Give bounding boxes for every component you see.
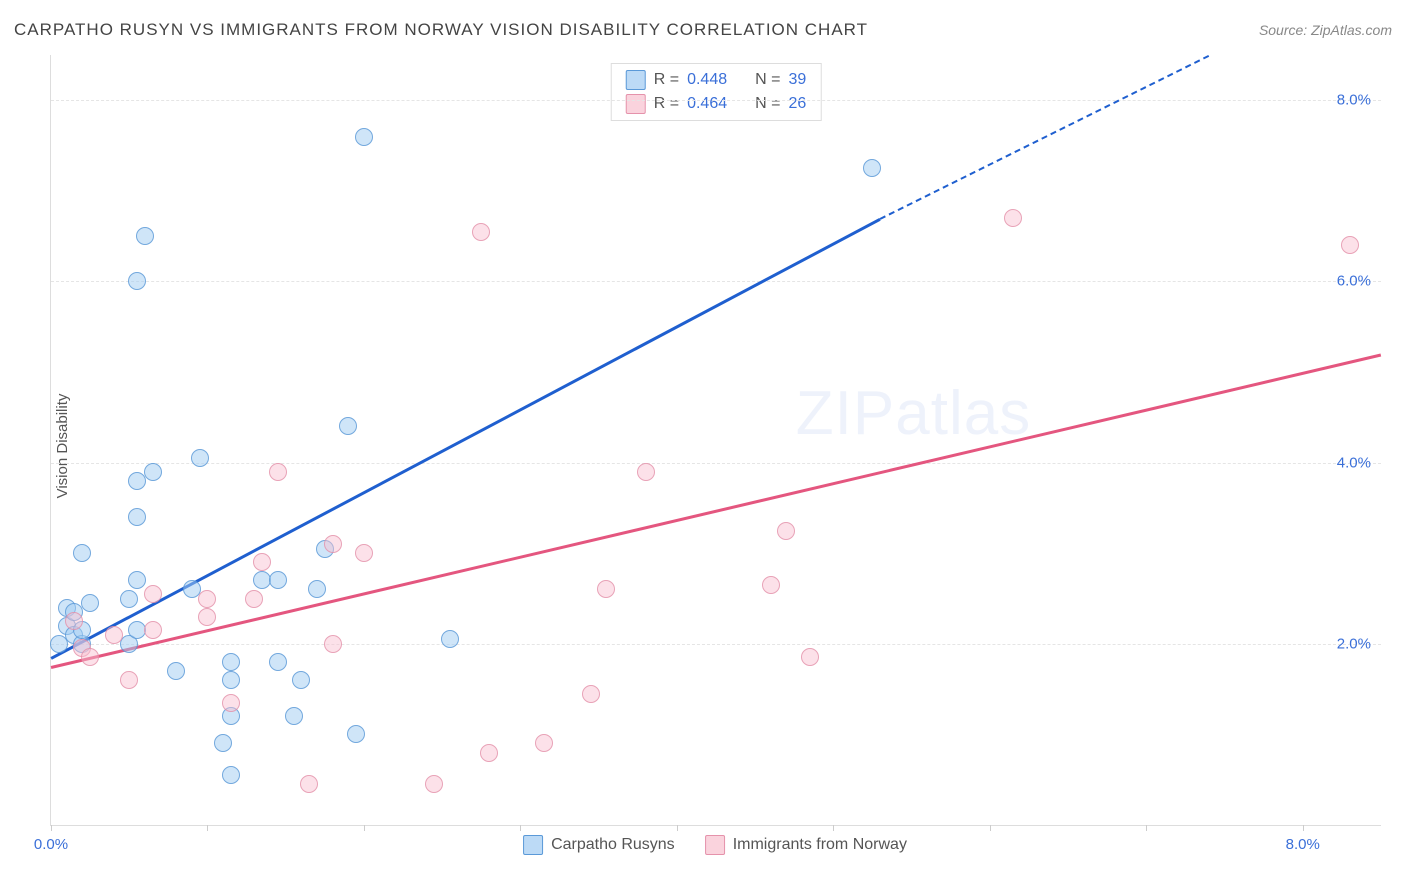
x-tick [207,825,208,831]
r-value-b: 0.464 [687,95,727,113]
n-label: N = [755,71,780,89]
data-point [105,626,123,644]
data-point [801,648,819,666]
data-point [120,671,138,689]
swatch-b-icon [705,835,725,855]
data-point [167,662,185,680]
data-point [191,449,209,467]
legend-item-b: Immigrants from Norway [705,835,907,855]
chart-title: CARPATHO RUSYN VS IMMIGRANTS FROM NORWAY… [14,20,868,39]
x-tick [990,825,991,831]
data-point [81,648,99,666]
y-tick-label: 6.0% [1337,273,1371,290]
source-attribution: Source: ZipAtlas.com [1259,22,1392,38]
trend-line [880,55,1209,220]
data-point [144,463,162,481]
data-point [65,612,83,630]
data-point [762,576,780,594]
n-label: N = [755,95,780,113]
data-point [144,621,162,639]
y-tick-label: 8.0% [1337,92,1371,109]
legend-row-b: R = 0.464 N = 26 [612,92,821,116]
data-point [339,417,357,435]
trend-line [51,354,1382,669]
data-point [214,734,232,752]
n-value-b: 26 [788,95,806,113]
legend-item-a: Carpatho Rusyns [523,835,675,855]
legend-row-a: R = 0.448 N = 39 [612,68,821,92]
data-point [285,707,303,725]
watermark: ZIPatlas [796,378,1031,449]
data-point [253,553,271,571]
data-point [441,630,459,648]
data-point [269,653,287,671]
data-point [222,653,240,671]
data-point [1004,209,1022,227]
x-tick [833,825,834,831]
data-point [222,671,240,689]
data-point [73,544,91,562]
data-point [222,766,240,784]
plot-area: ZIPatlas R = 0.448 N = 39 R = 0.464 N = … [50,55,1381,826]
correlation-legend: R = 0.448 N = 39 R = 0.464 N = 26 [611,63,822,121]
data-point [324,635,342,653]
data-point [136,227,154,245]
data-point [535,734,553,752]
x-tick-label: 8.0% [1286,836,1320,853]
r-label: R = [654,95,679,113]
x-tick [1146,825,1147,831]
series-b-name: Immigrants from Norway [733,836,907,854]
data-point [480,744,498,762]
data-point [120,590,138,608]
series-legend: Carpatho Rusyns Immigrants from Norway [523,835,907,855]
data-point [324,535,342,553]
data-point [1341,236,1359,254]
swatch-b [626,94,646,114]
data-point [269,571,287,589]
data-point [582,685,600,703]
x-tick [1303,825,1304,831]
data-point [777,522,795,540]
swatch-a [626,70,646,90]
data-point [425,775,443,793]
gridline [51,463,1381,464]
data-point [308,580,326,598]
r-value-a: 0.448 [687,71,727,89]
gridline [51,281,1381,282]
data-point [198,608,216,626]
gridline [51,644,1381,645]
data-point [144,585,162,603]
data-point [269,463,287,481]
x-tick [364,825,365,831]
data-point [300,775,318,793]
data-point [292,671,310,689]
y-tick-label: 4.0% [1337,454,1371,471]
trend-line [50,218,880,660]
x-tick [520,825,521,831]
data-point [863,159,881,177]
data-point [198,590,216,608]
x-tick [51,825,52,831]
data-point [222,694,240,712]
n-value-a: 39 [788,71,806,89]
data-point [472,223,490,241]
data-point [355,128,373,146]
data-point [347,725,365,743]
data-point [597,580,615,598]
data-point [128,571,146,589]
chart-plot: ZIPatlas R = 0.448 N = 39 R = 0.464 N = … [50,55,1380,825]
swatch-a-icon [523,835,543,855]
data-point [128,272,146,290]
data-point [637,463,655,481]
x-tick-label: 0.0% [34,836,68,853]
series-a-name: Carpatho Rusyns [551,836,675,854]
x-tick [677,825,678,831]
data-point [128,508,146,526]
data-point [81,594,99,612]
data-point [355,544,373,562]
r-label: R = [654,71,679,89]
gridline [51,100,1381,101]
y-tick-label: 2.0% [1337,635,1371,652]
data-point [245,590,263,608]
